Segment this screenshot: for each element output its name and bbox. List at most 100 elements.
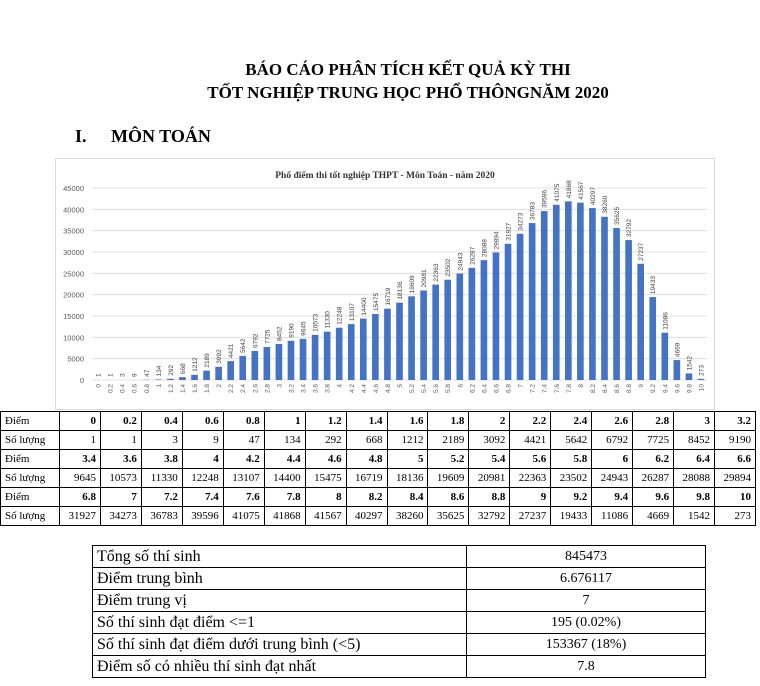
bar: [661, 332, 669, 380]
row-label: Số lượng: [0, 506, 60, 526]
row-label: Điểm: [0, 411, 60, 431]
bar: [589, 208, 596, 380]
summary-stats-table: Tổng số thí sinh 845473 Điểm trung bình 6.6…: [92, 545, 706, 678]
table-cell: 9.8: [673, 487, 715, 507]
table-cell: 9190: [714, 430, 756, 450]
stat-label: Điểm số có nhiều thí sinh đạt nhất: [92, 655, 467, 678]
table-cell: 10: [714, 487, 756, 507]
table-cell: 5: [386, 449, 429, 469]
bar: [637, 263, 644, 380]
data-label: 31927: [506, 222, 513, 240]
table-cell: 23502: [550, 468, 593, 488]
data-label: 24943: [457, 252, 464, 270]
table-cell: 1: [59, 430, 101, 450]
table-cell: 9.6: [632, 487, 675, 507]
data-label: 1: [108, 373, 115, 377]
table-cell: 3.2: [714, 411, 756, 431]
section-number: I.: [75, 126, 87, 146]
table-cell: 39596: [181, 506, 224, 526]
data-label: 34273: [518, 212, 525, 230]
table-cell: 16719: [345, 468, 388, 488]
table-cell: 1.4: [345, 411, 388, 431]
x-tick-label: 2.4: [240, 384, 247, 393]
data-label: 35625: [614, 207, 621, 225]
y-tick-label: 20000: [63, 291, 84, 300]
stat-value: 845473: [466, 545, 706, 568]
bar: [347, 324, 355, 380]
x-tick-label: 8: [578, 384, 585, 388]
table-cell: 7725: [632, 430, 675, 450]
table-cell: 8.8: [468, 487, 511, 507]
table-cell: 1: [99, 430, 142, 450]
table-cell: 19609: [427, 468, 470, 488]
x-tick-label: 4.4: [361, 384, 368, 393]
bar: [420, 290, 427, 380]
table-cell: 7.4: [181, 487, 224, 507]
table-cell: 9: [181, 430, 224, 450]
x-tick-label: 7: [518, 384, 525, 388]
bar: [275, 343, 283, 380]
x-tick-label: 0.8: [144, 384, 151, 393]
table-cell: 6.6: [714, 449, 756, 469]
table-cell: 4.4: [263, 449, 306, 469]
table-cell: 1: [263, 411, 306, 431]
data-label: 9190: [288, 323, 295, 338]
x-tick-label: 3.6: [313, 384, 320, 393]
data-label: 39596: [542, 190, 549, 208]
table-cell: 1.6: [386, 411, 429, 431]
x-tick-label: 2: [216, 384, 223, 388]
bar: [408, 296, 415, 380]
bar: [649, 297, 657, 380]
bar: [613, 228, 620, 380]
x-tick-label: 2.2: [228, 384, 235, 393]
table-cell: 19433: [550, 506, 593, 526]
data-label: 27237: [638, 242, 645, 260]
count-row: Số lượng 9645 10573 11330 12248 13107 14400 154…: [0, 468, 756, 488]
x-tick-label: 8.4: [602, 384, 609, 393]
table-cell: 2.2: [509, 411, 552, 431]
table-cell: 24943: [591, 468, 634, 488]
table-cell: 5.4: [468, 449, 511, 469]
stats-row: Điểm trung vị 7: [92, 589, 706, 612]
table-cell: 1.8: [427, 411, 470, 431]
section-title: MÔN TOÁN: [111, 126, 211, 146]
x-tick-label: 3: [276, 384, 283, 388]
table-cell: 2189: [427, 430, 470, 450]
data-label: 3: [120, 373, 127, 377]
stat-label: Số thí sinh đạt điểm dưới trung bình (<5…: [92, 633, 467, 656]
table-cell: 3: [673, 411, 715, 431]
table-cell: 6: [591, 449, 634, 469]
table-cell: 9: [509, 487, 552, 507]
data-label: 6792: [252, 333, 259, 348]
data-label: 4669: [674, 342, 681, 357]
stats-row: Số thí sinh đạt điểm <=1 195 (0.02%): [92, 611, 706, 634]
x-tick-label: 1.8: [204, 384, 211, 393]
x-tick-label: 3.4: [301, 384, 308, 393]
x-tick-label: 6.6: [493, 384, 500, 393]
data-label: 13107: [349, 303, 356, 321]
bar: [396, 302, 403, 380]
data-label: 32792: [626, 219, 633, 237]
data-label: 41567: [578, 181, 585, 199]
table-cell: 4421: [509, 430, 552, 450]
section-heading: I. MÔN TOÁN: [75, 126, 211, 147]
bar: [528, 223, 536, 380]
y-tick-label: 45000: [63, 184, 84, 193]
score-count-table: Điểm 0 0.2 0.4 0.6 0.8 1 1.2 1.4 1.6 1.8 2 2.2 2.4 2.6…: [0, 411, 756, 526]
data-label: 11086: [662, 312, 669, 330]
x-tick-label: 9.6: [674, 384, 681, 393]
table-cell: 2.4: [550, 411, 593, 431]
x-tick-label: 10: [698, 384, 705, 392]
bar: [360, 318, 367, 380]
data-label: 7725: [264, 329, 271, 344]
row-label: Số lượng: [0, 430, 60, 450]
data-label: 2189: [204, 353, 211, 368]
table-cell: 41868: [263, 506, 306, 526]
stat-value: 7: [466, 589, 706, 612]
table-cell: 8.6: [427, 487, 470, 507]
y-tick-label: 35000: [63, 227, 84, 236]
report-title-line2: TỐT NGHIỆP TRUNG HỌC PHỔ THÔNGNĂM 2020: [207, 83, 609, 102]
table-cell: 1542: [673, 506, 715, 526]
data-label: 18136: [397, 281, 404, 299]
bar: [179, 377, 186, 380]
